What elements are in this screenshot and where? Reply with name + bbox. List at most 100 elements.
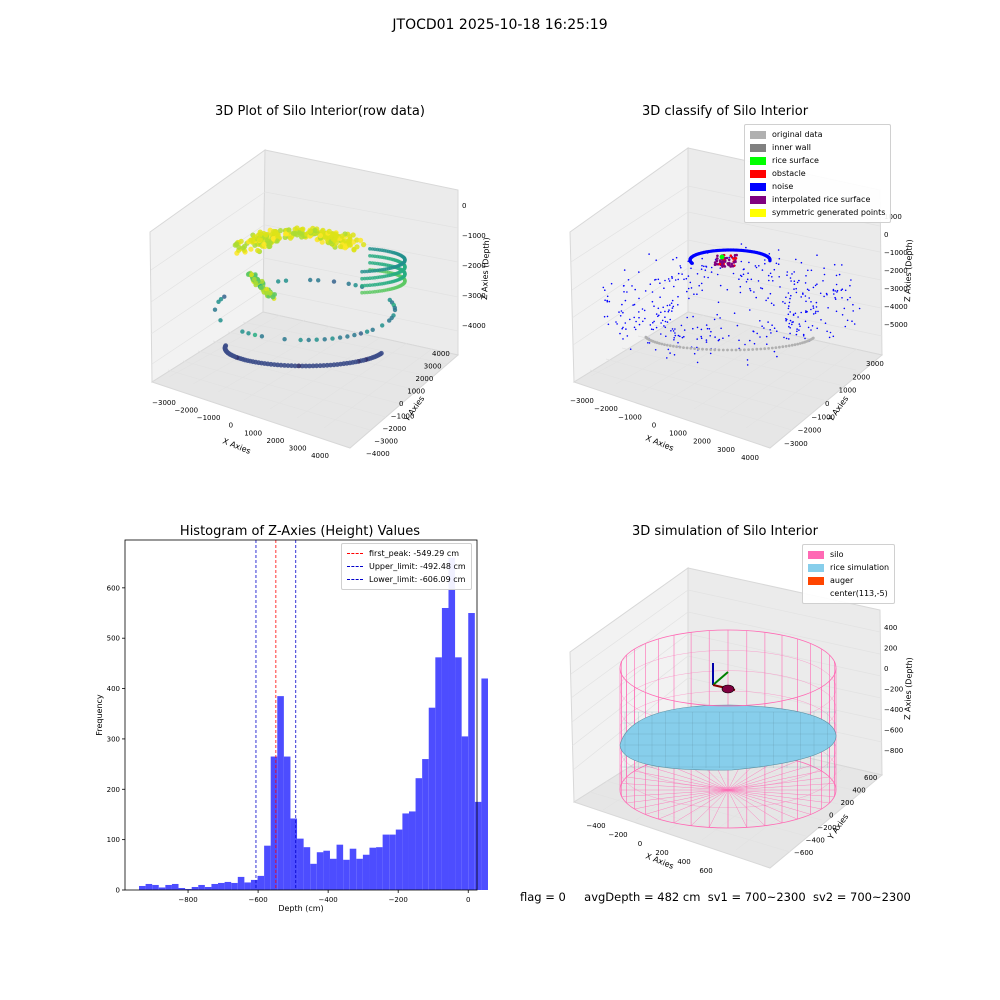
raw-point: [255, 248, 260, 253]
noise-point: [707, 277, 709, 279]
noise-point: [653, 305, 655, 307]
noise-point: [664, 311, 666, 313]
histogram-bar: [475, 802, 482, 890]
noise-point: [701, 283, 703, 285]
noise-point: [796, 331, 798, 333]
simulation-y-tick: 600: [864, 774, 877, 782]
noise-point: [812, 325, 814, 327]
noise-point: [774, 351, 776, 353]
histogram-x-tick: −800: [178, 896, 197, 904]
noise-point: [635, 329, 637, 331]
legend-swatch: [750, 157, 766, 165]
raw-y-tick: −4000: [366, 450, 390, 458]
noise-point: [672, 300, 674, 302]
noise-point: [683, 336, 685, 338]
noise-point: [670, 330, 672, 332]
legend-swatch: [808, 577, 824, 585]
noise-point: [709, 328, 711, 330]
noise-point: [794, 280, 796, 282]
noise-point: [827, 307, 829, 309]
noise-point: [700, 336, 702, 338]
legend-swatch: [808, 590, 824, 598]
noise-point: [768, 280, 770, 282]
noise-point: [678, 335, 680, 337]
original-point: [796, 343, 799, 346]
original-point: [661, 343, 664, 346]
noise-point: [834, 264, 836, 266]
histogram-bar: [350, 849, 357, 890]
noise-point: [681, 273, 683, 275]
original-point: [759, 348, 762, 351]
histogram-bar: [356, 859, 363, 890]
noise-point: [820, 319, 822, 321]
noise-point: [787, 271, 789, 273]
legend-entry: symmetric generated points: [750, 206, 885, 219]
noise-point: [776, 330, 778, 332]
noise-point: [833, 336, 835, 338]
raw-point: [271, 295, 276, 300]
noise-point: [774, 327, 776, 329]
legend-entry: rice surface: [750, 154, 885, 167]
classify-y-tick: −3000: [784, 440, 808, 448]
raw-point: [352, 333, 356, 337]
raw-point: [260, 334, 264, 338]
raw-point: [213, 308, 217, 312]
raw-point: [249, 272, 254, 277]
noise-point: [664, 316, 666, 318]
noise-point: [667, 305, 669, 307]
noise-point: [711, 267, 713, 269]
noise-point: [808, 290, 810, 292]
legend-entry: Lower_limit: -606.09 cm: [347, 573, 466, 586]
noise-point: [802, 292, 804, 294]
noise-point: [790, 295, 792, 297]
noise-point: [719, 317, 721, 319]
noise-point: [706, 341, 708, 343]
raw-point: [338, 335, 342, 339]
noise-point: [669, 304, 671, 306]
simulation-z-tick: −800: [884, 747, 903, 755]
raw-point: [365, 330, 369, 334]
raw-point: [288, 236, 293, 241]
noise-point: [749, 340, 751, 342]
classify-x-tick: 3000: [717, 446, 735, 454]
noise-point: [647, 342, 649, 344]
original-point: [709, 348, 712, 351]
histogram-y-tick: 400: [107, 685, 120, 693]
histogram-bar: [343, 860, 350, 890]
raw-point: [276, 279, 280, 283]
histogram-bar: [172, 884, 179, 890]
noise-point: [697, 362, 699, 364]
noise-point: [766, 336, 768, 338]
histogram-bar: [192, 887, 199, 890]
noise-point: [807, 270, 809, 272]
noise-point: [793, 288, 795, 290]
noise-point: [701, 268, 703, 270]
raw-point: [316, 278, 320, 282]
noise-point: [823, 296, 825, 298]
noise-point: [619, 333, 621, 335]
noise-point: [747, 279, 749, 281]
legend-swatch: [750, 144, 766, 152]
noise-point: [686, 317, 688, 319]
noise-point: [759, 336, 761, 338]
noise-point: [615, 321, 617, 323]
classify-y-tick: 3000: [866, 360, 884, 368]
noise-point: [770, 293, 772, 295]
raw-y-tick: 1000: [407, 388, 425, 396]
noise-point: [758, 265, 760, 267]
noise-point: [625, 300, 627, 302]
noise-point: [791, 321, 793, 323]
raw-point: [286, 227, 291, 232]
noise-point: [789, 298, 791, 300]
noise-point: [796, 334, 798, 336]
raw-point: [265, 291, 270, 296]
legend-line: [347, 566, 363, 567]
noise-point: [766, 343, 768, 345]
noise-point: [833, 290, 835, 292]
original-point: [775, 346, 778, 349]
noise-point: [795, 313, 797, 315]
noise-point: [816, 254, 818, 256]
noise-point: [770, 273, 772, 275]
noise-point: [668, 311, 670, 313]
noise-point: [747, 272, 749, 274]
